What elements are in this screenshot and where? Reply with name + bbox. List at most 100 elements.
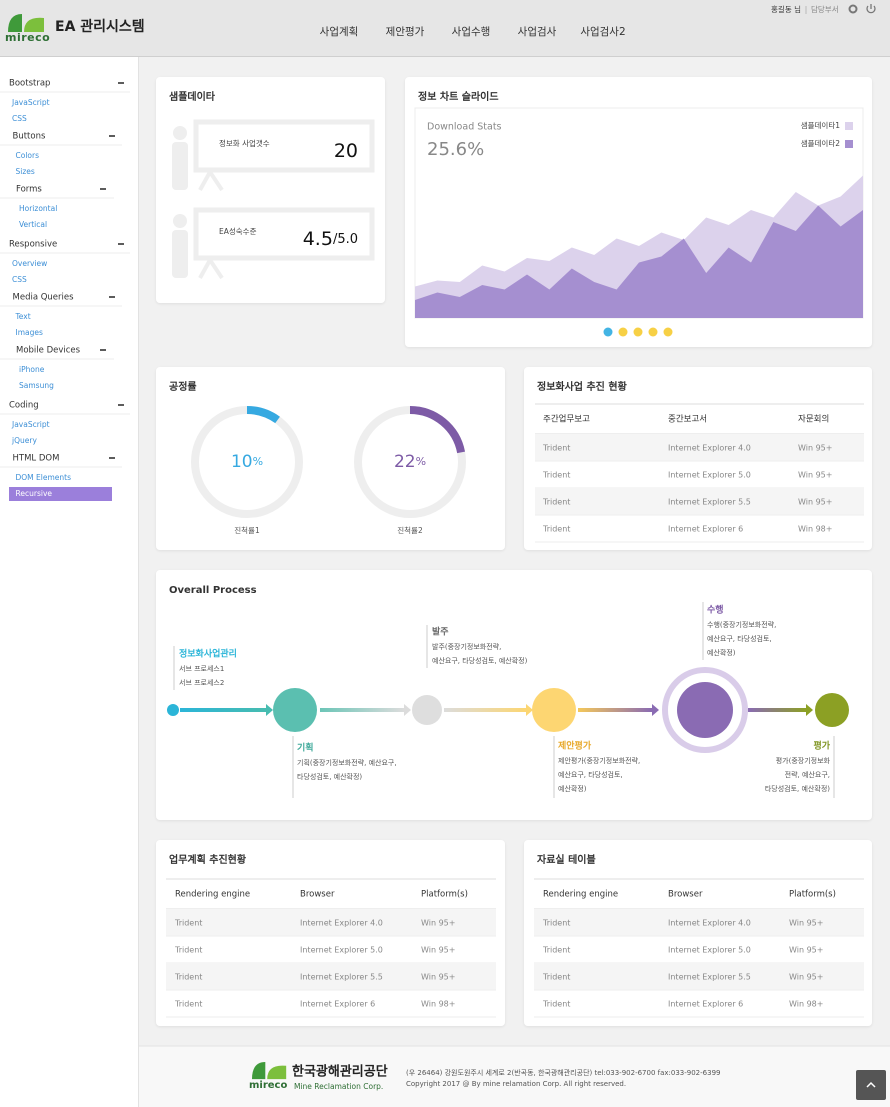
process-step-title: 정보화사업관리 xyxy=(179,648,237,660)
sidebar-link[interactable]: CSS xyxy=(12,114,27,123)
sidebar xyxy=(0,57,138,1107)
sidebar-group[interactable]: Mobile Devices xyxy=(16,346,81,356)
table-cell: Win 98+ xyxy=(798,525,832,534)
donut-value: 10% xyxy=(231,452,263,472)
power-icon[interactable] xyxy=(866,4,876,14)
logo-mark xyxy=(24,17,44,32)
slide-dot[interactable] xyxy=(663,327,673,337)
active-highlight xyxy=(9,487,112,501)
sidebar-link[interactable]: Sizes xyxy=(16,167,35,176)
process-node xyxy=(167,704,179,716)
table-cell: Internet Explorer 4.0 xyxy=(668,444,751,453)
card-title: 공정률 xyxy=(169,380,197,393)
sidebar-link[interactable]: Samsung xyxy=(19,381,54,390)
process-step-title: 발주 xyxy=(432,626,449,638)
sidebar-group[interactable]: Responsive xyxy=(9,240,57,250)
sidebar-link[interactable]: Colors xyxy=(16,151,40,160)
process-node xyxy=(273,688,317,732)
donut-unit: % xyxy=(416,455,426,468)
table-row-bg xyxy=(535,434,864,461)
sidebar-group[interactable]: Buttons xyxy=(13,132,46,142)
sidebar-link[interactable]: Vertical xyxy=(19,220,47,229)
nav-item[interactable]: 사업수행 xyxy=(452,25,491,38)
process-connector xyxy=(578,708,652,712)
card-title: 자료실 테이블 xyxy=(537,853,596,866)
process-step-text: 평가(중장기정보화 xyxy=(776,756,831,765)
sidebar-link[interactable]: CSS xyxy=(12,275,27,284)
card-title: Overall Process xyxy=(169,585,257,596)
process-step-text: 예산확정) xyxy=(707,648,736,657)
sidebar-group[interactable]: Media Queries xyxy=(13,293,75,303)
footer-org-en: Mine Reclamation Corp. xyxy=(294,1082,383,1091)
process-step-text: 서브 프로세스2 xyxy=(179,678,224,687)
sidebar-link[interactable]: JavaScript xyxy=(11,420,50,429)
table-cell: Internet Explorer 5.5 xyxy=(668,973,751,982)
slide-dot[interactable] xyxy=(633,327,643,337)
table-cell: Internet Explorer 5.5 xyxy=(668,498,751,507)
process-step-title: 제안평가 xyxy=(558,740,592,752)
table-cell: Win 95+ xyxy=(798,471,832,480)
stat-value: 20 xyxy=(334,140,358,162)
sidebar-link[interactable]: JavaScript xyxy=(11,98,50,107)
table-cell: Internet Explorer 5.5 xyxy=(300,973,383,982)
sidebar-link[interactable]: jQuery xyxy=(11,436,37,445)
table-cell: Trident xyxy=(174,946,202,955)
table-header: 중간보고서 xyxy=(668,414,707,425)
scroll-top[interactable] xyxy=(856,1070,886,1100)
sidebar-group[interactable]: Forms xyxy=(16,185,42,195)
process-step-text: 예산확정) xyxy=(558,784,587,793)
table-cell: Internet Explorer 5.0 xyxy=(668,946,751,955)
table-cell: Trident xyxy=(174,1000,202,1009)
sidebar-link[interactable]: DOM Elements xyxy=(16,473,72,482)
logo-mark xyxy=(252,1062,266,1080)
user-name[interactable]: 홍길동 님 xyxy=(771,4,801,14)
table-cell: Trident xyxy=(542,471,570,480)
table-cell: Win 98+ xyxy=(789,1000,823,1009)
settings-icon[interactable] xyxy=(848,4,858,14)
department[interactable]: 담당부서 xyxy=(811,4,839,14)
table-row-bg xyxy=(534,963,864,990)
nav-item[interactable]: 제안평가 xyxy=(386,26,425,38)
table-cell: Trident xyxy=(174,919,202,928)
sidebar-link[interactable]: Horizontal xyxy=(19,204,57,213)
footer-copyright: Copyright 2017 @ By mine relamation Corp… xyxy=(406,1080,626,1088)
nav-item[interactable]: 사업검사 xyxy=(518,25,557,38)
sidebar-link[interactable]: iPhone xyxy=(19,365,45,374)
scroll-top-icon xyxy=(866,1081,876,1088)
legend-label: 샘플데이타1 xyxy=(801,120,840,130)
table-cell: Trident xyxy=(542,525,570,534)
stat-value: 4.5 xyxy=(303,228,333,250)
process-step-text: 예산요구, 타당성검토, 예산확정) xyxy=(432,656,528,665)
slide-dot[interactable] xyxy=(603,327,613,337)
donut-label: 진척률1 xyxy=(234,525,260,535)
process-connector xyxy=(748,708,806,712)
area-series xyxy=(415,205,863,318)
icon-person xyxy=(172,230,188,278)
header-bar xyxy=(0,0,890,57)
sidebar-link[interactable]: Text xyxy=(15,312,31,321)
icon-board xyxy=(193,119,375,173)
sidebar-link[interactable]: Recursive xyxy=(16,489,53,498)
process-step-title: 평가 xyxy=(813,740,830,752)
process-arrow xyxy=(806,704,813,716)
table-cell: Trident xyxy=(174,973,202,982)
slide-dot[interactable] xyxy=(648,327,658,337)
sidebar-group[interactable]: HTML DOM xyxy=(13,454,60,464)
nav-item[interactable]: 사업검사2 xyxy=(580,25,625,38)
stat-label: 정보화 사업갯수 xyxy=(219,138,270,148)
nav-item[interactable]: 사업계획 xyxy=(320,25,359,38)
sidebar-link[interactable]: Overview xyxy=(12,259,47,268)
table-cell: Internet Explorer 6 xyxy=(300,1000,375,1009)
sidebar-group[interactable]: Bootstrap xyxy=(9,79,50,89)
table-cell: Trident xyxy=(542,973,570,982)
sidebar-link[interactable]: Images xyxy=(16,328,43,337)
card-title: 정보 차트 슬라이드 xyxy=(418,90,499,103)
slide-dot[interactable] xyxy=(618,327,628,337)
sidebar-group[interactable]: Coding xyxy=(9,401,39,411)
donut-value: 22 xyxy=(394,452,416,472)
table-cell: Internet Explorer 4.0 xyxy=(300,919,383,928)
legend-label: 샘플데이타2 xyxy=(801,138,840,148)
